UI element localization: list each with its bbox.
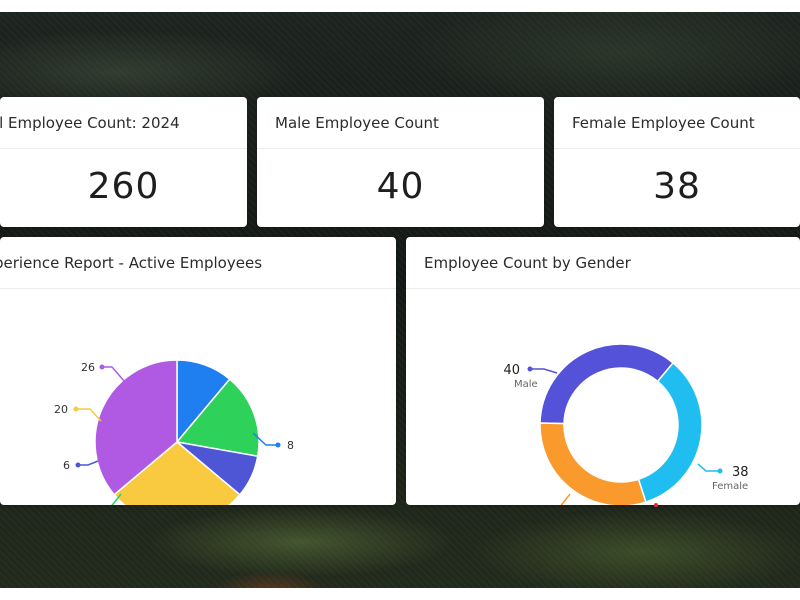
pie-leader-line xyxy=(102,366,126,383)
pie-slice-26[interactable] xyxy=(94,359,178,496)
donut-value-label: 40 xyxy=(503,363,520,378)
kpi-card-male-employees[interactable]: Male Employee Count 40 xyxy=(257,97,544,227)
experience-pie-chart[interactable]: 81262026 xyxy=(0,289,396,505)
kpi-card-header: Male Employee Count xyxy=(257,97,544,149)
experience-chart-title: perience Report - Active Employees xyxy=(0,253,263,272)
kpi-card-header: Female Employee Count xyxy=(554,97,800,149)
pie-leader-dot xyxy=(75,462,81,468)
donut-value-label: 38 xyxy=(732,465,749,480)
donut-category-label: Male xyxy=(514,379,538,390)
pie-leader-line xyxy=(78,460,99,466)
donut-leader-line xyxy=(697,463,720,472)
chart-card-header: Employee Count by Gender xyxy=(406,237,800,289)
pie-data-label: 6 xyxy=(63,459,70,472)
kpi-value-male: 40 xyxy=(376,166,425,207)
donut-leader-dot xyxy=(527,366,533,372)
pie-slice-12[interactable] xyxy=(175,378,260,458)
pie-data-label: 8 xyxy=(287,439,294,452)
kpi-title-female: Female Employee Count xyxy=(572,113,755,132)
donut-segment-male[interactable] xyxy=(539,343,675,425)
donut-leader-line xyxy=(530,368,558,374)
pie-data-label: 26 xyxy=(81,361,95,374)
gender-chart-title: Employee Count by Gender xyxy=(424,253,631,272)
kpi-value-female: 38 xyxy=(653,166,701,207)
kpi-title-male: Male Employee Count xyxy=(275,113,439,132)
kpi-card-female-employees[interactable]: Female Employee Count 38 xyxy=(554,97,800,227)
donut-leader-line xyxy=(560,493,571,505)
gender-count-card[interactable]: Employee Count by Gender 40Male38Female3… xyxy=(406,237,800,505)
pie-leader-dot xyxy=(99,364,105,370)
experience-report-card[interactable]: perience Report - Active Employees 81262… xyxy=(0,237,396,505)
donut-leader-dot xyxy=(717,468,723,474)
kpi-card-header: tal Employee Count: 2024 xyxy=(0,97,247,149)
kpi-card-total-employees[interactable]: tal Employee Count: 2024 260 xyxy=(0,97,247,227)
red-marker-dot xyxy=(654,503,658,507)
pie-leader-dot xyxy=(73,406,79,412)
pie-slice-20[interactable] xyxy=(113,441,241,505)
kpi-title-total: tal Employee Count: 2024 xyxy=(0,113,180,132)
gender-donut-chart[interactable]: 40Male38Female34Unknown xyxy=(406,289,800,505)
pie-leader-line xyxy=(76,408,102,422)
pie-data-label: 20 xyxy=(54,403,68,416)
kpi-value-total: 260 xyxy=(87,166,160,207)
pie-leader-line xyxy=(111,493,122,505)
donut-segment-female[interactable] xyxy=(637,361,703,504)
pie-leader-line xyxy=(252,432,278,446)
donut-segment-unknown[interactable] xyxy=(539,422,647,505)
pie-leader-dot xyxy=(275,442,281,448)
chart-card-header: perience Report - Active Employees xyxy=(0,237,396,289)
donut-category-label: Female xyxy=(712,481,748,492)
